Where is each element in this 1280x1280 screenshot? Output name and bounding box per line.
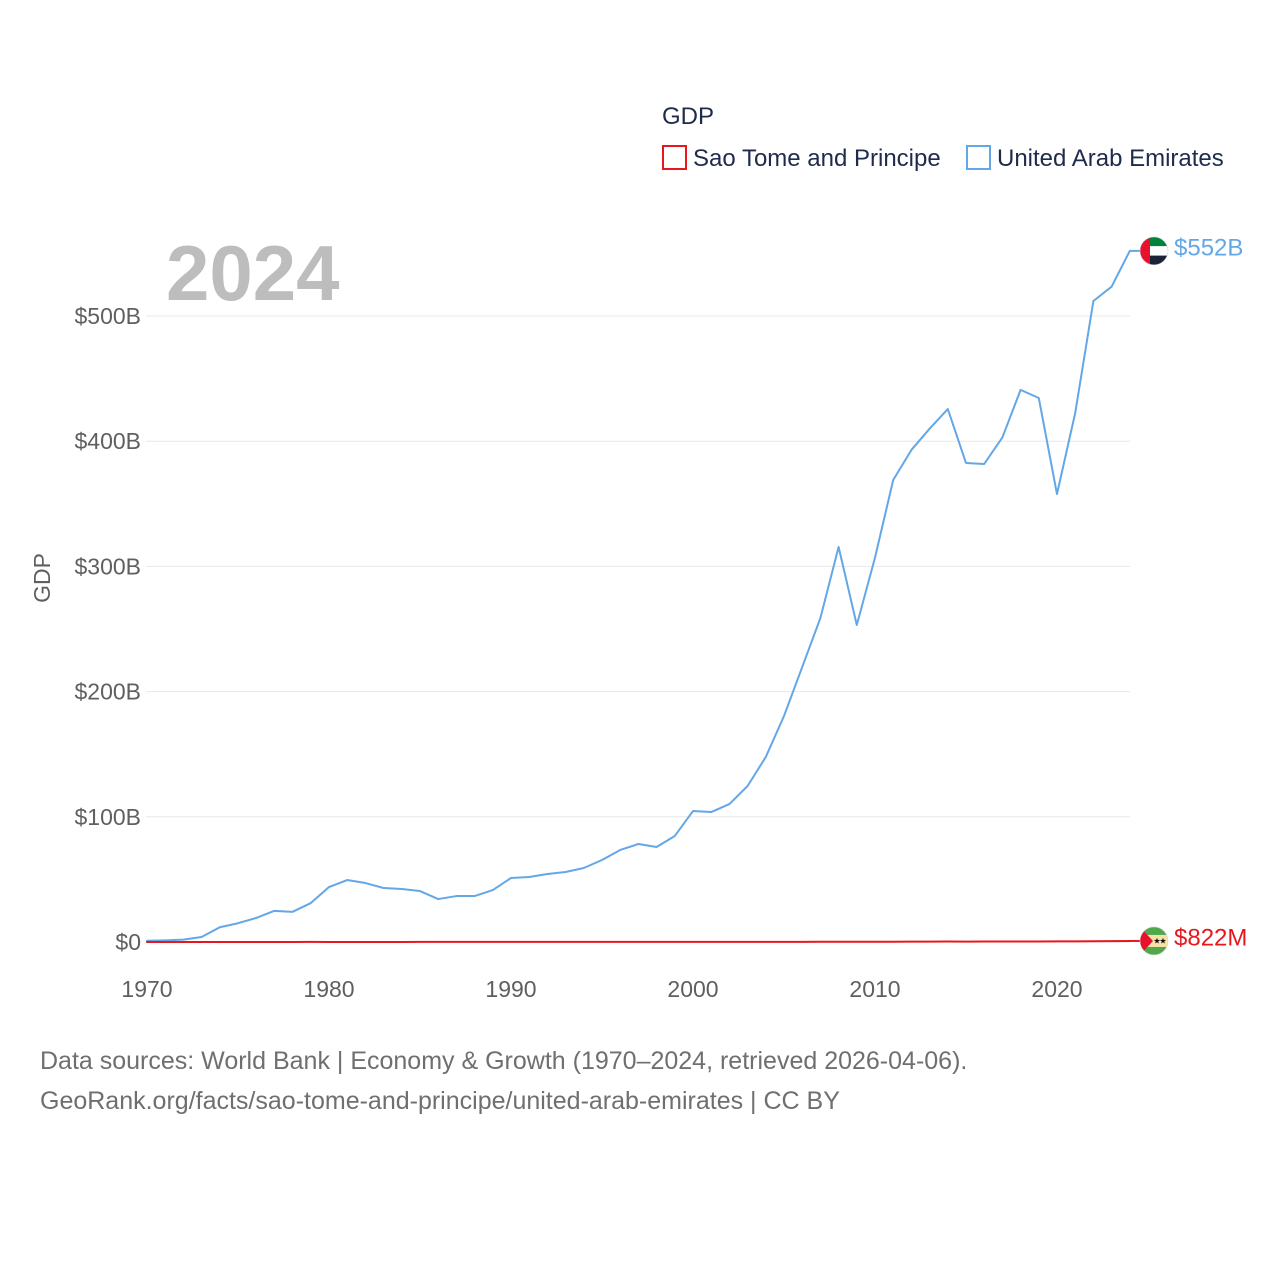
legend-item-uae[interactable]: United Arab Emirates xyxy=(966,145,1224,172)
sao-tome-flag-icon xyxy=(1139,926,1169,956)
sao-tome-end-value-label: $822M xyxy=(1174,924,1247,951)
legend-title: GDP xyxy=(662,103,714,130)
x-tick-label: 2020 xyxy=(1031,976,1082,1002)
uae-end-value-label: $552B xyxy=(1174,234,1243,261)
sao-tome-series-line xyxy=(146,939,1131,943)
x-tick-label: 2000 xyxy=(667,976,718,1002)
x-tick-label: 1980 xyxy=(303,976,354,1002)
y-axis-title: GDP xyxy=(29,553,55,603)
y-tick-label: $300B xyxy=(74,553,141,579)
year-label: 2024 xyxy=(166,229,340,317)
x-tick-label: 1970 xyxy=(121,976,172,1002)
y-tick-label: $500B xyxy=(74,303,141,329)
x-tick-label: 1990 xyxy=(485,976,536,1002)
uae-series-line xyxy=(146,249,1131,942)
y-tick-label: $100B xyxy=(74,804,141,830)
x-axis-tick-labels: 1970 1980 1990 2000 2010 2020 xyxy=(121,976,1082,1002)
legend-item-sao-tome[interactable]: Sao Tome and Principe xyxy=(662,145,941,172)
x-tick-label: 2010 xyxy=(849,976,900,1002)
source-url-credit: GeoRank.org/facts/sao-tome-and-principe/… xyxy=(40,1087,840,1115)
y-tick-label: $400B xyxy=(74,428,141,454)
y-tick-label: $200B xyxy=(74,679,141,705)
legend: GDP Sao Tome and Principe United Arab Em… xyxy=(662,103,1224,172)
gridlines xyxy=(146,315,1130,943)
legend-swatch-sao-tome xyxy=(662,145,687,170)
y-tick-label: $0 xyxy=(115,929,141,955)
legend-swatch-uae xyxy=(966,145,991,170)
legend-label-uae: United Arab Emirates xyxy=(997,145,1224,172)
data-source-note: Data sources: World Bank | Economy & Gro… xyxy=(40,1047,967,1075)
legend-label-sao-tome: Sao Tome and Principe xyxy=(693,145,941,172)
y-axis-tick-labels: $0 $100B $200B $300B $400B $500B xyxy=(74,303,141,955)
uae-flag-icon xyxy=(1139,236,1169,266)
